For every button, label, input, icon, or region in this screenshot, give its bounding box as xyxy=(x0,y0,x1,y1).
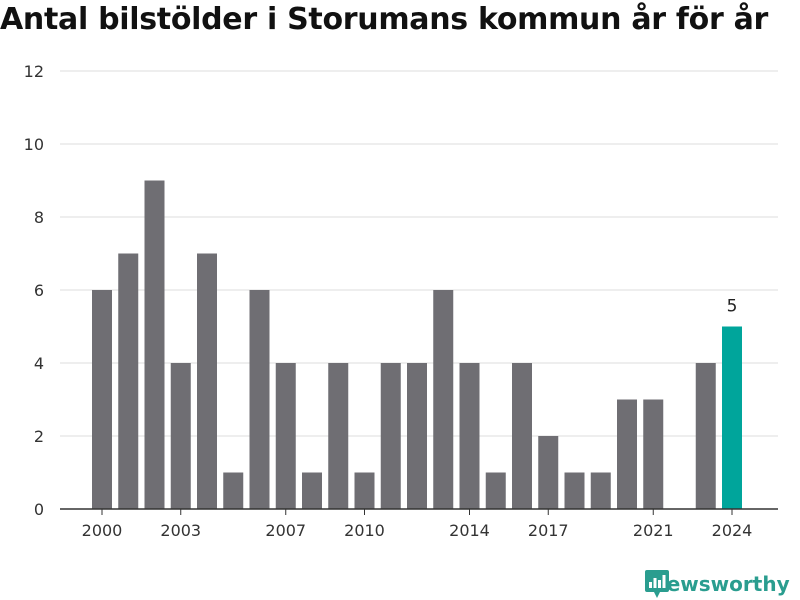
x-tick-label: 2021 xyxy=(633,521,674,540)
bar-2018 xyxy=(564,472,585,509)
bar-2007 xyxy=(275,363,296,509)
y-tick-label: 0 xyxy=(34,500,44,519)
bar-2001 xyxy=(118,253,139,509)
bar-2000 xyxy=(92,290,112,509)
bar-2010 xyxy=(354,472,375,509)
y-tick-label: 8 xyxy=(34,208,44,227)
bar-2003 xyxy=(170,363,191,509)
y-tick-label: 4 xyxy=(34,354,44,373)
x-tick-label: 2024 xyxy=(712,521,753,540)
x-tick-label: 2007 xyxy=(265,521,306,540)
x-tick-label: 2017 xyxy=(528,521,569,540)
x-tick-label: 2010 xyxy=(344,521,385,540)
data-label: 5 xyxy=(727,297,738,317)
bar-chart-logo-icon xyxy=(645,570,669,598)
bar-2017 xyxy=(538,436,559,509)
bar-2020 xyxy=(617,399,637,509)
y-tick-label: 10 xyxy=(24,135,44,154)
bar-2016 xyxy=(512,363,532,509)
bar-2015 xyxy=(485,472,506,509)
x-tick-label: 2014 xyxy=(449,521,490,540)
bar-chart: 0 2 4 6 8 10 12 2000 2003 2007 2010 2014 2017 2021 202… xyxy=(24,62,778,540)
bar-2002 xyxy=(144,180,165,509)
newsworthy-logo: Newsworthy xyxy=(644,569,790,599)
bar-2009 xyxy=(328,363,349,509)
bar-2012 xyxy=(407,363,427,509)
y-tick-label: 6 xyxy=(34,281,44,300)
bar-2013 xyxy=(433,290,454,509)
bar-2004 xyxy=(197,253,217,509)
y-tick-label: 2 xyxy=(34,427,44,446)
bar-2019 xyxy=(590,472,611,509)
bar-2021 xyxy=(643,399,664,509)
x-tick-label: 2000 xyxy=(82,521,123,540)
bar-2005 xyxy=(223,472,244,509)
bar-2008 xyxy=(302,472,322,509)
x-tick-label: 2003 xyxy=(160,521,201,540)
bar-2023 xyxy=(695,363,716,509)
bar-2014 xyxy=(459,363,480,509)
y-tick-label: 12 xyxy=(24,62,44,81)
chart-title: Antal bilstölder i Storumans kommun år f… xyxy=(0,2,769,37)
bar-2011 xyxy=(380,363,401,509)
brand-name: Newsworthy xyxy=(650,572,790,596)
bar-2006 xyxy=(249,290,270,509)
bar-2024 xyxy=(722,326,742,509)
